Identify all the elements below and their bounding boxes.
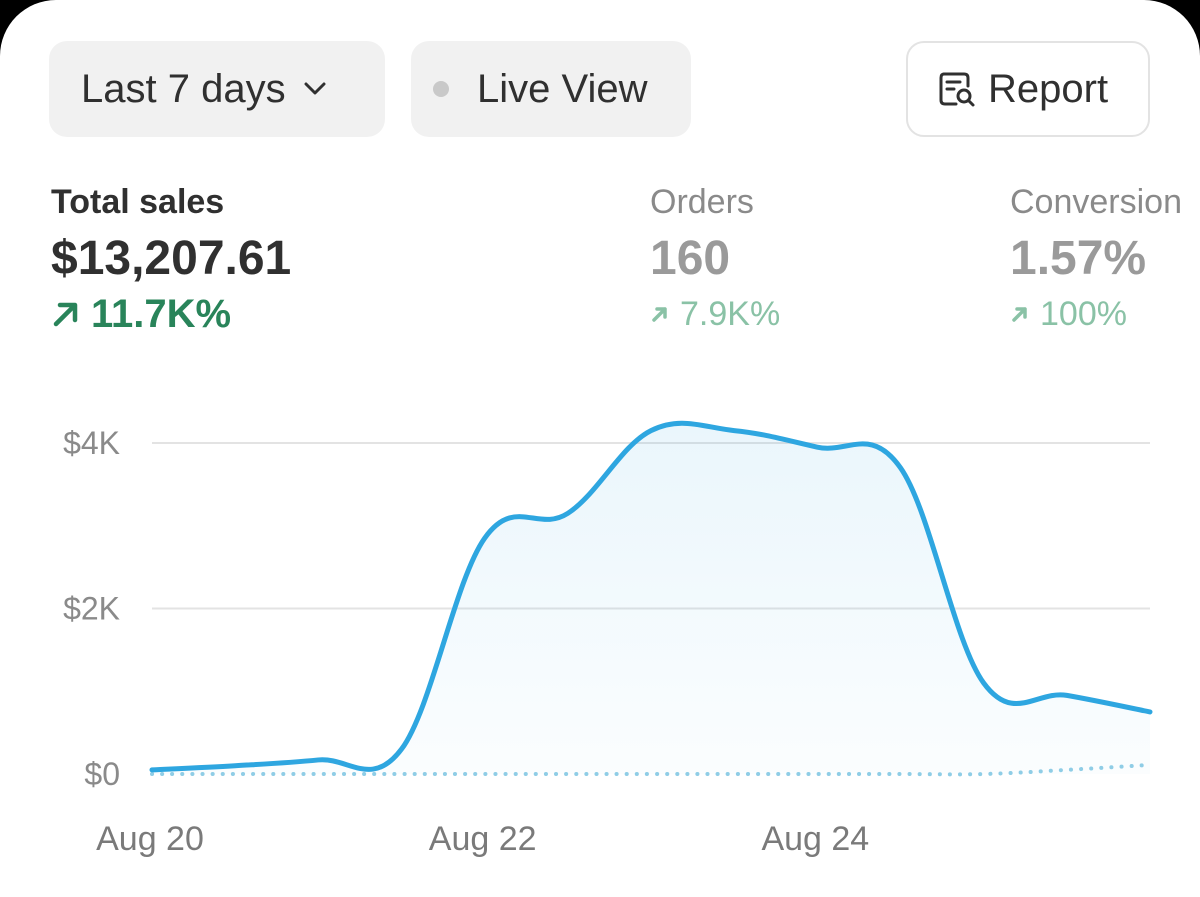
data-point xyxy=(232,763,238,769)
metric-delta-value: 100% xyxy=(1040,295,1127,333)
metric-delta-value: 7.9K% xyxy=(680,295,781,333)
metric-conversion[interactable]: Conversion 1.57% 100% xyxy=(1010,180,1182,340)
metric-orders[interactable]: Orders 160 7.9K% xyxy=(650,180,780,340)
date-range-label: Last 7 days xyxy=(81,66,286,111)
metric-value: 160 xyxy=(650,232,731,285)
report-search-icon xyxy=(938,70,976,108)
chevron-down-icon xyxy=(304,82,326,96)
y-tick-label: $0 xyxy=(84,756,120,792)
area-fill xyxy=(152,423,1150,774)
data-point xyxy=(399,746,405,752)
report-label: Report xyxy=(988,66,1109,111)
live-view-button[interactable]: Live View xyxy=(411,41,691,137)
data-point xyxy=(565,510,571,516)
date-range-button[interactable]: Last 7 days xyxy=(49,41,385,137)
metric-label: Orders xyxy=(650,183,754,221)
report-button[interactable]: Report xyxy=(906,41,1150,137)
data-point xyxy=(648,428,654,434)
metric-value: $13,207.61 xyxy=(51,232,292,285)
y-tick-label: $2K xyxy=(63,591,120,627)
arrow-up-right-icon xyxy=(650,304,670,324)
metric-value: 1.57% xyxy=(1010,232,1147,285)
metric-delta: 100% xyxy=(1010,288,1182,340)
arrow-up-right-icon xyxy=(1010,304,1030,324)
data-point xyxy=(981,680,987,686)
x-tick-label: Aug 24 xyxy=(761,820,869,858)
metric-delta-value: 11.7K% xyxy=(91,292,232,336)
data-point xyxy=(1064,692,1070,698)
data-point xyxy=(315,757,321,763)
data-point xyxy=(482,535,488,541)
metric-total-sales[interactable]: Total sales $13,207.61 11.7K% xyxy=(51,180,291,340)
x-tick-label: Aug 22 xyxy=(429,820,537,858)
live-view-label: Live View xyxy=(477,66,648,111)
data-point xyxy=(731,428,737,434)
data-point xyxy=(1147,709,1153,715)
data-point xyxy=(898,465,904,471)
y-tick-label: $4K xyxy=(63,425,120,461)
data-point xyxy=(149,767,155,773)
data-point xyxy=(814,444,820,450)
metric-delta: 7.9K% xyxy=(650,288,780,340)
metric-delta: 11.7K% xyxy=(51,288,291,340)
metric-label: Total sales xyxy=(51,183,225,221)
sales-chart[interactable]: $0 $2K $4K Aug 20 Aug 22 Aug 24 xyxy=(0,380,1200,880)
x-tick-label: Aug 20 xyxy=(96,820,204,858)
sales-series-line xyxy=(149,420,1153,773)
arrow-up-right-icon xyxy=(51,299,81,329)
status-dot-icon xyxy=(433,81,449,97)
metric-label: Conversion xyxy=(1010,183,1182,221)
